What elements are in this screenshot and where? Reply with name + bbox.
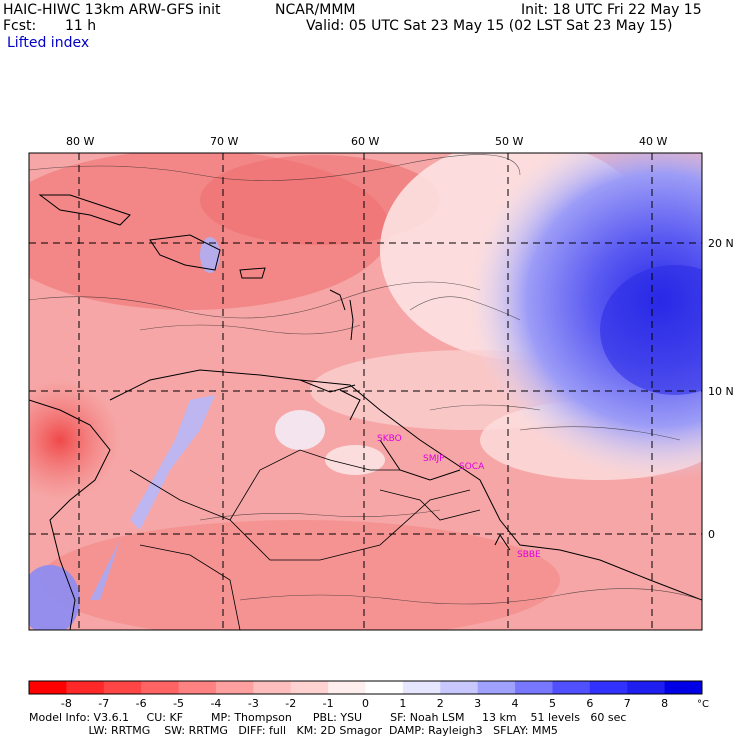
colorbar-cell (29, 681, 67, 694)
station-label: SOCA (459, 462, 485, 472)
lat-lon-grid (29, 153, 702, 630)
contour-lines (29, 154, 702, 605)
colorbar-label: 0 (362, 697, 369, 710)
colorbar-cell (66, 681, 105, 694)
lat-label: 20 N (708, 237, 734, 250)
model-info-line-1: Model Info: V3.6.1 CU: KF MP: Thompson P… (29, 711, 627, 724)
lat-label: 0 (708, 528, 715, 541)
colorbar-cell (141, 681, 180, 694)
colorbar-cell (515, 681, 553, 694)
colorbar-cell (589, 681, 628, 694)
station-labels: SKBO SMJP SOCA SBBE (377, 434, 541, 560)
colorbar-cell (552, 681, 591, 694)
lon-label: 70 W (210, 135, 238, 148)
colorbar-cell (477, 681, 516, 694)
coastlines (29, 194, 702, 630)
colorbar-unit: °C (697, 699, 709, 710)
latitude-labels: 20 N 10 N 0 (708, 237, 734, 541)
map-frame (28, 152, 703, 631)
lon-label: 60 W (351, 135, 379, 148)
colorbar-cell (402, 681, 441, 694)
colorbar-label: -6 (136, 697, 147, 710)
colorbar-cell (215, 681, 254, 694)
colorbar-label: -1 (323, 697, 334, 710)
colorbar-cell (664, 681, 703, 694)
lon-label: 80 W (66, 135, 94, 148)
colorbar-label: -7 (98, 697, 109, 710)
colorbar-label: 6 (586, 697, 593, 710)
station-label: SBBE (517, 550, 541, 560)
colorbar-label: 8 (661, 697, 668, 710)
forecast-label: Fcst: (3, 18, 37, 34)
colorbar-label: 2 (437, 697, 444, 710)
colorbar-label: 1 (399, 697, 406, 710)
model-title: HAIC-HIWC 13km ARW-GFS init (3, 2, 221, 18)
forecast-hours: 11 h (65, 18, 97, 34)
colorbar-label: -3 (248, 697, 259, 710)
valid-time: Valid: 05 UTC Sat 23 May 15 (02 LST Sat … (306, 18, 673, 34)
colorbar-cell (627, 681, 666, 694)
colorbar-label: 4 (512, 697, 519, 710)
colorbar-cell (328, 681, 366, 694)
colorbar-cell (253, 681, 292, 694)
colorbar-cell (365, 681, 404, 694)
lon-label: 40 W (639, 135, 667, 148)
colorbar-label: -4 (210, 697, 221, 710)
colorbar-label: 3 (474, 697, 481, 710)
colorbar-label: -2 (285, 697, 296, 710)
colorbar: -8 -7 -6 -5 -4 -3 -2 -1 0 1 2 3 4 5 6 7 8 °C (28, 680, 709, 710)
lon-label: 50 W (495, 135, 523, 148)
org-name: NCAR/MMM (275, 2, 356, 18)
country-borders (129, 449, 481, 630)
colorbar-cell (440, 681, 479, 694)
colorbar-label: 7 (624, 697, 631, 710)
lat-label: 10 N (708, 385, 734, 398)
colorbar-cell (178, 681, 217, 694)
field-name: Lifted index (7, 35, 90, 51)
lifted-index-field (29, 153, 702, 630)
model-info-line-2: LW: RRTMG SW: RRTMG DIFF: full KM: 2D Sm… (29, 724, 558, 737)
longitude-labels: 80 W 70 W 60 W 50 W 40 W (66, 135, 667, 148)
station-label: SMJP (423, 454, 445, 464)
colorbar-label: -8 (61, 697, 72, 710)
station-label: SKBO (377, 434, 402, 444)
colorbar-cell (290, 681, 329, 694)
colorbar-label: -5 (173, 697, 184, 710)
colorbar-cell (103, 681, 142, 694)
init-time: Init: 18 UTC Fri 22 May 15 (521, 2, 702, 18)
colorbar-label: 5 (549, 697, 556, 710)
